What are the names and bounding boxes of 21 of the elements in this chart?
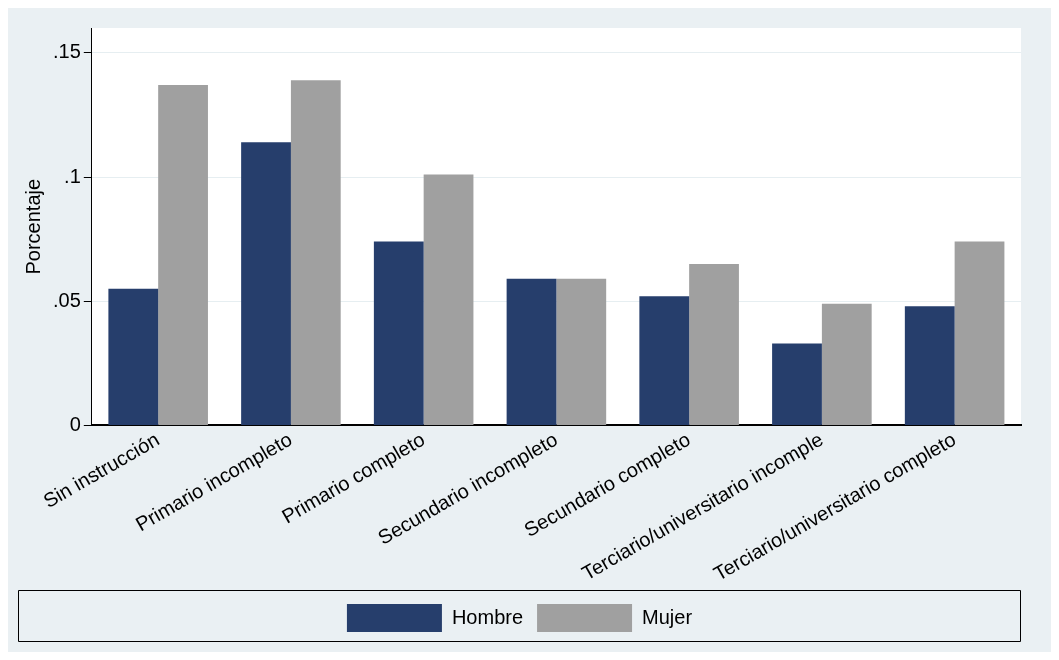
bar	[158, 85, 208, 425]
y-axis-title: Porcentaje	[21, 178, 44, 275]
y-tick-label: 0	[69, 412, 81, 435]
bar	[423, 174, 474, 425]
bar	[241, 142, 291, 425]
bar	[904, 306, 955, 425]
bar	[821, 303, 872, 425]
y-tick-label: .15	[52, 40, 81, 63]
bar	[772, 343, 822, 425]
y-tick-label: .1	[64, 164, 81, 187]
bar	[290, 80, 341, 425]
bar	[954, 241, 1005, 425]
bar	[556, 278, 607, 425]
bar	[689, 263, 739, 425]
bar	[108, 288, 159, 425]
legend-label: Mujer	[642, 605, 693, 628]
legend-label: Hombre	[451, 605, 524, 628]
bar	[373, 241, 424, 425]
bar	[506, 278, 557, 425]
bar	[639, 296, 690, 425]
y-tick-label: .05	[52, 288, 81, 311]
